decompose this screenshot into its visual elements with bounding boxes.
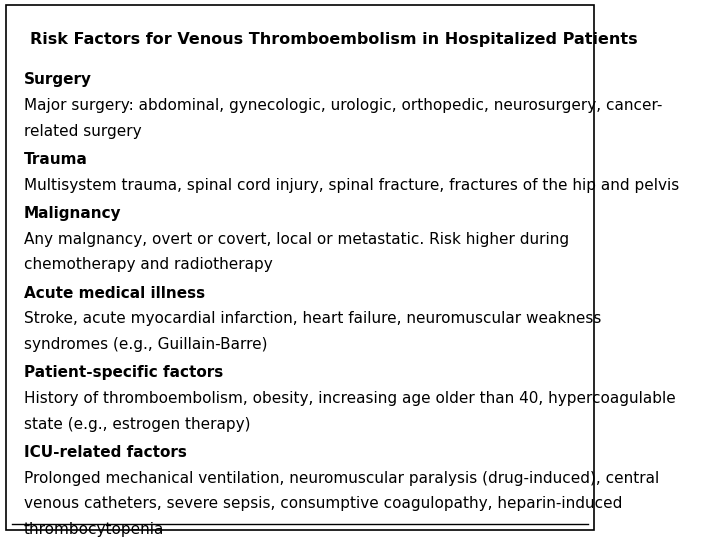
Text: state (e.g., estrogen therapy): state (e.g., estrogen therapy) bbox=[24, 417, 251, 432]
FancyBboxPatch shape bbox=[6, 5, 595, 530]
Text: Multisystem trauma, spinal cord injury, spinal fracture, fractures of the hip an: Multisystem trauma, spinal cord injury, … bbox=[24, 178, 679, 193]
Text: Patient-specific factors: Patient-specific factors bbox=[24, 366, 223, 380]
Text: Surgery: Surgery bbox=[24, 72, 92, 87]
Text: Acute medical illness: Acute medical illness bbox=[24, 286, 205, 301]
Text: chemotherapy and radiotherapy: chemotherapy and radiotherapy bbox=[24, 258, 273, 272]
Text: thrombocytopenia: thrombocytopenia bbox=[24, 522, 164, 537]
Text: syndromes (e.g., Guillain-Barre): syndromes (e.g., Guillain-Barre) bbox=[24, 337, 268, 352]
Text: Stroke, acute myocardial infarction, heart failure, neuromuscular weakness: Stroke, acute myocardial infarction, hea… bbox=[24, 312, 601, 326]
Text: related surgery: related surgery bbox=[24, 124, 142, 139]
Text: ICU-related factors: ICU-related factors bbox=[24, 445, 187, 460]
Text: Malignancy: Malignancy bbox=[24, 206, 122, 221]
Text: Prolonged mechanical ventilation, neuromuscular paralysis (drug-induced), centra: Prolonged mechanical ventilation, neurom… bbox=[24, 471, 660, 486]
Text: Major surgery: abdominal, gynecologic, urologic, orthopedic, neurosurgery, cance: Major surgery: abdominal, gynecologic, u… bbox=[24, 98, 662, 113]
Text: venous catheters, severe sepsis, consumptive coagulopathy, heparin-induced: venous catheters, severe sepsis, consump… bbox=[24, 496, 622, 511]
Text: Trauma: Trauma bbox=[24, 152, 88, 167]
Text: History of thromboembolism, obesity, increasing age older than 40, hypercoagulab: History of thromboembolism, obesity, inc… bbox=[24, 391, 676, 406]
Text: Any malgnancy, overt or covert, local or metastatic. Risk higher during: Any malgnancy, overt or covert, local or… bbox=[24, 232, 569, 247]
Text: Risk Factors for Venous Thromboembolism in Hospitalized Patients: Risk Factors for Venous Thromboembolism … bbox=[30, 32, 638, 47]
